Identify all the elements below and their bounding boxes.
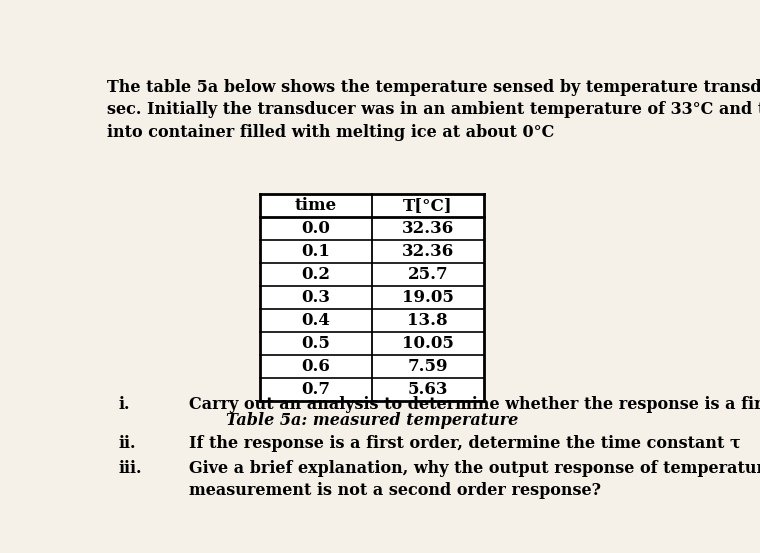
Text: 25.7: 25.7 bbox=[407, 266, 448, 283]
Text: 0.6: 0.6 bbox=[302, 358, 331, 375]
Text: iii.: iii. bbox=[119, 460, 142, 477]
Text: 0.2: 0.2 bbox=[302, 266, 331, 283]
Text: 0.1: 0.1 bbox=[302, 243, 331, 260]
Text: i.: i. bbox=[119, 397, 130, 413]
Text: Carry out an analysis to determine whether the response is a first order or not?: Carry out an analysis to determine wheth… bbox=[189, 397, 760, 413]
Text: 0.3: 0.3 bbox=[302, 289, 331, 306]
Text: ii.: ii. bbox=[119, 435, 136, 452]
Text: 32.36: 32.36 bbox=[401, 243, 454, 260]
Text: Give a brief explanation, why the output response of temperature
measurement is : Give a brief explanation, why the output… bbox=[189, 460, 760, 499]
Text: Table 5a: measured temperature: Table 5a: measured temperature bbox=[226, 411, 518, 429]
Text: 5.63: 5.63 bbox=[407, 381, 448, 398]
Text: 32.36: 32.36 bbox=[401, 220, 454, 237]
Text: 7.59: 7.59 bbox=[407, 358, 448, 375]
Text: 0.7: 0.7 bbox=[302, 381, 331, 398]
Text: 13.8: 13.8 bbox=[407, 312, 448, 329]
Bar bbox=[260, 194, 483, 401]
Text: 0.0: 0.0 bbox=[302, 220, 331, 237]
Text: T[°C]: T[°C] bbox=[403, 197, 453, 214]
Text: 10.05: 10.05 bbox=[402, 335, 454, 352]
Text: If the response is a first order, determine the time constant τ: If the response is a first order, determ… bbox=[189, 435, 741, 452]
Text: The table 5a below shows the temperature sensed by temperature transducer every : The table 5a below shows the temperature… bbox=[106, 79, 760, 140]
Text: 0.4: 0.4 bbox=[302, 312, 331, 329]
Text: time: time bbox=[295, 197, 337, 214]
Text: 19.05: 19.05 bbox=[402, 289, 454, 306]
Text: 0.5: 0.5 bbox=[302, 335, 331, 352]
